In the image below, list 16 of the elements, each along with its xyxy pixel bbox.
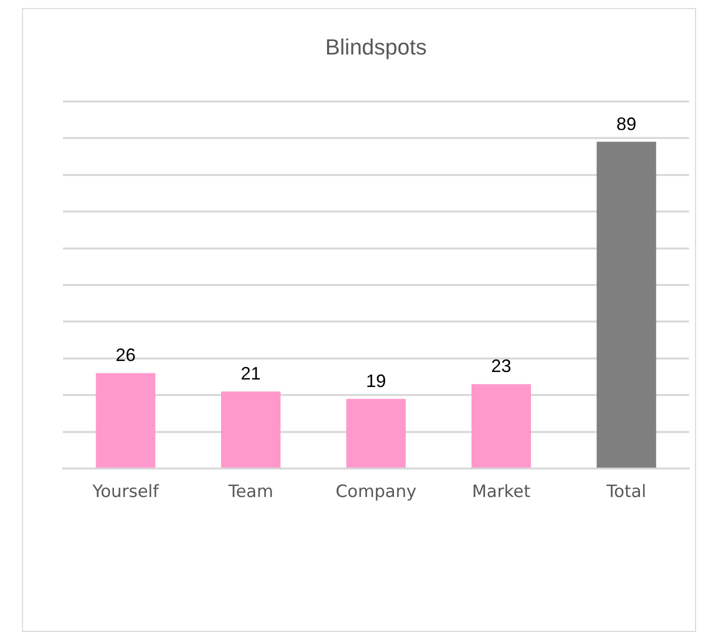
bar — [471, 384, 531, 468]
x-tick-label: Total — [606, 482, 646, 502]
x-tick-label: Market — [472, 482, 531, 502]
bar — [596, 142, 656, 468]
bar — [96, 373, 156, 468]
data-label: 19 — [366, 370, 386, 391]
chart-title: Blindspots — [325, 34, 427, 60]
x-tick-label: Company — [336, 482, 416, 502]
data-label: 23 — [491, 356, 512, 376]
data-label: 21 — [240, 363, 261, 384]
data-label: 26 — [116, 345, 136, 366]
x-tick-label: Yourself — [91, 482, 160, 502]
x-tick-label: Team — [227, 482, 274, 502]
bar — [346, 398, 406, 468]
bar — [221, 391, 281, 468]
data-label: 89 — [616, 114, 636, 134]
